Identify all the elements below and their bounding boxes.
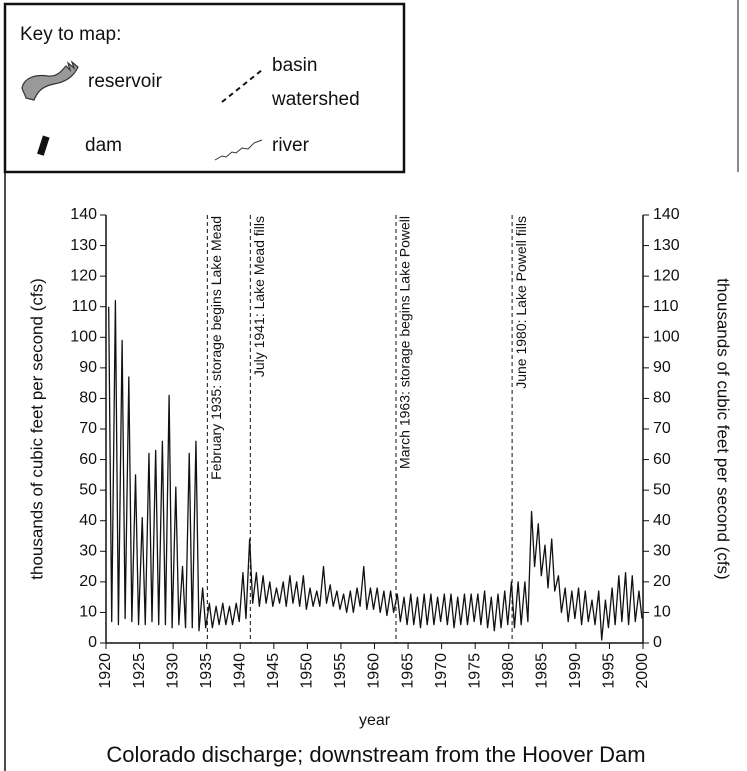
y2-tick-label: 140 (653, 206, 680, 223)
watershed-icon (221, 69, 263, 103)
y-tick-label: 130 (70, 237, 97, 254)
x-tick-label: 1985 (534, 653, 551, 689)
y2-tick-label: 20 (653, 573, 671, 590)
chart-title: Colorado discharge; downstream from the … (106, 742, 645, 767)
x-tick-label: 1920 (97, 653, 114, 689)
key-basin: basin (272, 55, 317, 76)
y2-tick-label: 50 (653, 481, 671, 498)
x-tick-label: 1990 (567, 653, 584, 689)
y2-tick-label: 10 (653, 604, 671, 621)
y-tick-label: 30 (79, 543, 97, 560)
y2-axis-label: thousands of cubic feet per second (cfs) (714, 278, 733, 579)
y2-tick-label: 100 (653, 329, 680, 346)
annotation-label: March 1963: storage begins Lake Powell (397, 216, 413, 469)
annotation-label: February 1935: storage begins Lake Mead (208, 216, 224, 480)
y-tick-label: 10 (79, 604, 97, 621)
map-key: Key to map: reservoir basin watershed da… (3, 2, 406, 174)
x-tick-label: 1965 (399, 653, 416, 689)
y-tick-label: 40 (79, 512, 97, 529)
river-icon (214, 139, 263, 161)
y-tick-label: 140 (70, 206, 97, 223)
y2-tick-label: 0 (653, 634, 662, 651)
y2-tick-label: 110 (653, 298, 679, 315)
x-axis-label: year (359, 712, 391, 729)
y-tick-label: 100 (70, 329, 97, 346)
chart: 0 10 20 30 40 50 60 70 80 90 100 110 120 130 140 0 10 20 3… (27, 206, 732, 767)
x-tick-label: 1930 (164, 653, 181, 689)
y2-tick-label: 90 (653, 359, 671, 376)
x-tick-label: 1950 (299, 653, 316, 689)
y2-tick-label: 120 (653, 267, 680, 284)
x-tick-label: 1935 (198, 653, 215, 689)
y2-tick-label: 30 (653, 543, 671, 560)
y2-tick-label: 70 (653, 420, 671, 437)
dam-icon (37, 135, 50, 156)
key-reservoir: reservoir (88, 71, 163, 92)
y-tick-label: 110 (71, 298, 97, 315)
key-watershed: watershed (271, 89, 360, 110)
x-tick-label: 1955 (332, 653, 349, 689)
reservoir-icon (21, 60, 79, 101)
key-dam: dam (85, 135, 122, 156)
y-axis-label: thousands of cubic feet per second (cfs) (27, 278, 46, 579)
y-tick-label: 90 (79, 359, 97, 376)
x-tick-label: 1975 (466, 653, 483, 689)
y2-tick-label: 130 (653, 237, 680, 254)
x-tick-label: 1940 (231, 653, 248, 689)
x-tick-label: 2000 (634, 653, 651, 689)
x-tick-label: 1960 (366, 653, 383, 689)
y-tick-label: 80 (79, 390, 97, 407)
annotation-label: July 1941: Lake Mead fills (251, 216, 267, 377)
key-river: river (272, 135, 310, 156)
key-title: Key to map: (20, 24, 121, 45)
key-box (3, 2, 406, 174)
x-tick-label: 1925 (131, 653, 148, 689)
y-tick-label: 70 (79, 420, 97, 437)
y2-tick-label: 40 (653, 512, 671, 529)
y-tick-label: 120 (70, 267, 97, 284)
y-tick-label: 20 (79, 573, 97, 590)
x-tick-label: 1995 (601, 653, 618, 689)
annotation-label: June 1980: Lake Powell fills (513, 216, 529, 389)
y2-tick-label: 80 (653, 390, 671, 407)
y-tick-label: 50 (79, 481, 97, 498)
data-line (108, 299, 643, 641)
x-tick-label: 1970 (433, 653, 450, 689)
x-tick-label: 1945 (265, 653, 282, 689)
y-tick-label: 60 (79, 451, 97, 468)
y2-tick-label: 60 (653, 451, 671, 468)
x-tick-label: 1980 (500, 653, 517, 689)
y-tick-label: 0 (88, 634, 97, 651)
